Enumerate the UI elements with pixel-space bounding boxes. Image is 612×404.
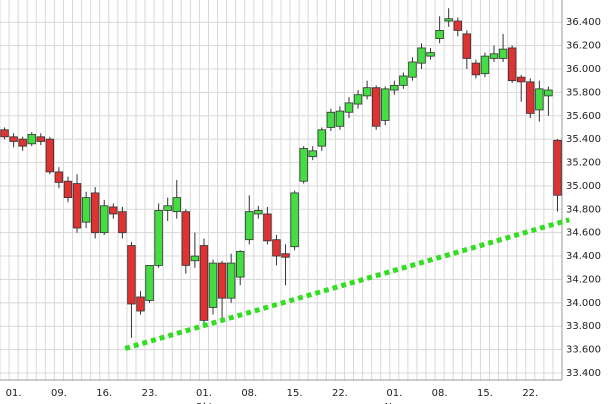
candle-body	[390, 84, 399, 91]
candle-body	[444, 18, 453, 22]
y-tick-label: 36.200	[566, 41, 601, 52]
candle-body	[154, 210, 163, 266]
candle-body	[381, 88, 390, 121]
candle-body	[353, 94, 363, 105]
y-tick-label: 34.000	[566, 298, 601, 309]
x-tick-label: 09.	[51, 388, 67, 399]
x-tick-label: 22.	[522, 388, 538, 399]
x-tick-label: 16.	[96, 388, 112, 399]
candle-body	[362, 87, 372, 97]
candle-body	[9, 136, 18, 142]
candle-body	[254, 210, 263, 215]
y-tick-label: 34.800	[566, 204, 601, 215]
candle-body	[335, 110, 345, 127]
month-label: Nov	[385, 402, 405, 404]
x-tick-label: 23.	[142, 388, 158, 399]
candle-body	[408, 61, 417, 78]
candle-body	[553, 139, 562, 196]
y-tick-label: 35.200	[566, 158, 601, 169]
candle-body	[290, 192, 299, 248]
candle-body	[226, 262, 236, 299]
x-tick-label: 15.	[477, 388, 493, 399]
candle-body	[172, 197, 181, 213]
candle-body	[371, 87, 381, 127]
x-tick-label: 15.	[287, 388, 303, 399]
candle-body	[145, 265, 154, 301]
candle-body	[63, 180, 73, 199]
y-tick-label: 33.800	[566, 321, 601, 332]
candle-body	[208, 262, 218, 308]
candle-body	[480, 55, 490, 75]
candle-body	[535, 88, 544, 111]
candle-body	[453, 20, 462, 31]
candle-body	[299, 148, 308, 182]
y-tick-label: 34.600	[566, 228, 601, 239]
y-tick-label: 35.800	[566, 87, 601, 98]
candle-body	[18, 138, 27, 147]
candle-body	[136, 296, 145, 312]
candle-body	[236, 250, 245, 278]
candle-body	[181, 211, 191, 266]
y-tick-label: 36.400	[566, 17, 601, 28]
candle-body	[435, 29, 444, 39]
candle-body	[489, 53, 499, 59]
y-tick-label: 33.600	[566, 345, 601, 356]
candle-body	[281, 253, 290, 258]
candle-body	[245, 211, 254, 241]
candle-body	[118, 211, 127, 234]
y-tick-label: 35.000	[566, 181, 601, 192]
candle-body	[81, 197, 91, 223]
candle-body	[517, 76, 526, 83]
x-tick-label: 08.	[241, 388, 257, 399]
trendline	[124, 217, 570, 351]
candle-body	[344, 102, 354, 113]
candle-body	[0, 129, 9, 138]
candle-body	[308, 150, 317, 158]
candle-body	[471, 62, 481, 76]
x-tick-label: 01.	[386, 388, 402, 399]
candle-body	[507, 47, 517, 82]
candle-body	[326, 111, 336, 128]
candle-body	[498, 48, 508, 59]
candle-body	[526, 81, 535, 114]
candle-body	[399, 75, 408, 86]
candle-body	[27, 134, 36, 145]
y-tick-label: 34.200	[566, 274, 601, 285]
y-tick-label: 34.400	[566, 251, 601, 262]
y-tick-label: 36.000	[566, 64, 601, 75]
x-tick-label: 08.	[432, 388, 448, 399]
x-tick-label: 22.	[332, 388, 348, 399]
y-tick-label: 35.600	[566, 111, 601, 122]
candle-body	[36, 136, 45, 142]
candle-body	[100, 205, 109, 234]
candle-body	[217, 262, 227, 299]
candle-body	[417, 47, 426, 64]
candle-body	[272, 239, 281, 257]
y-tick-label: 35.400	[566, 134, 601, 145]
candle-body	[163, 205, 172, 211]
candle-body	[109, 206, 118, 215]
candle-body	[199, 245, 209, 321]
candle-body	[45, 138, 55, 173]
candle-body	[426, 52, 435, 57]
candle-body	[54, 171, 64, 183]
candle-body	[544, 89, 553, 97]
candle-body	[90, 192, 100, 234]
candle-body	[127, 245, 136, 305]
x-tick-label: 01.	[196, 388, 212, 399]
candle-body	[190, 255, 200, 262]
candle-body	[72, 183, 82, 229]
month-label: Okt	[195, 402, 213, 404]
candle-body	[462, 33, 472, 59]
candle-body	[317, 129, 326, 147]
x-tick-label: 01.	[6, 388, 22, 399]
candle-body	[263, 213, 272, 242]
y-tick-label: 33.400	[566, 368, 601, 379]
